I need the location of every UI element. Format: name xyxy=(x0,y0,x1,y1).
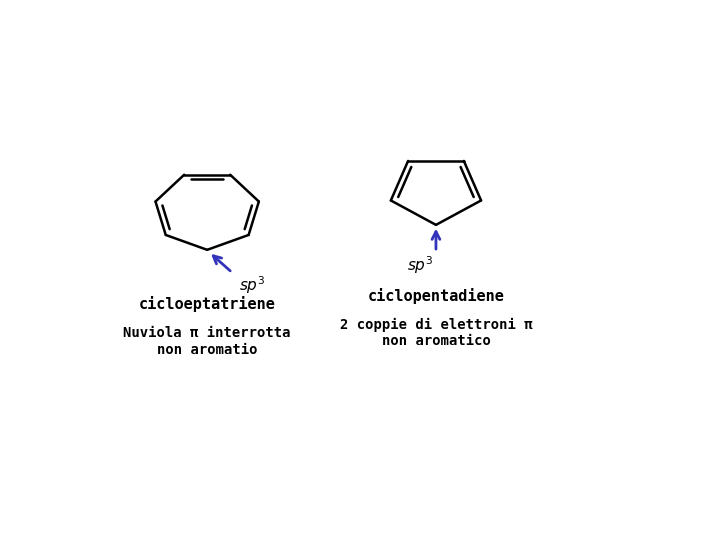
Text: non aromatio: non aromatio xyxy=(157,342,258,356)
Text: $sp^3$: $sp^3$ xyxy=(407,254,433,276)
Text: 2 coppie di elettroni π: 2 coppie di elettroni π xyxy=(340,318,532,332)
Text: cicloeptatriene: cicloeptatriene xyxy=(139,296,276,312)
Text: Nuviola π interrotta: Nuviola π interrotta xyxy=(123,326,291,340)
Text: non aromatico: non aromatico xyxy=(382,334,490,348)
Text: ciclopentadiene: ciclopentadiene xyxy=(367,288,505,303)
Text: $sp^3$: $sp^3$ xyxy=(239,275,265,296)
